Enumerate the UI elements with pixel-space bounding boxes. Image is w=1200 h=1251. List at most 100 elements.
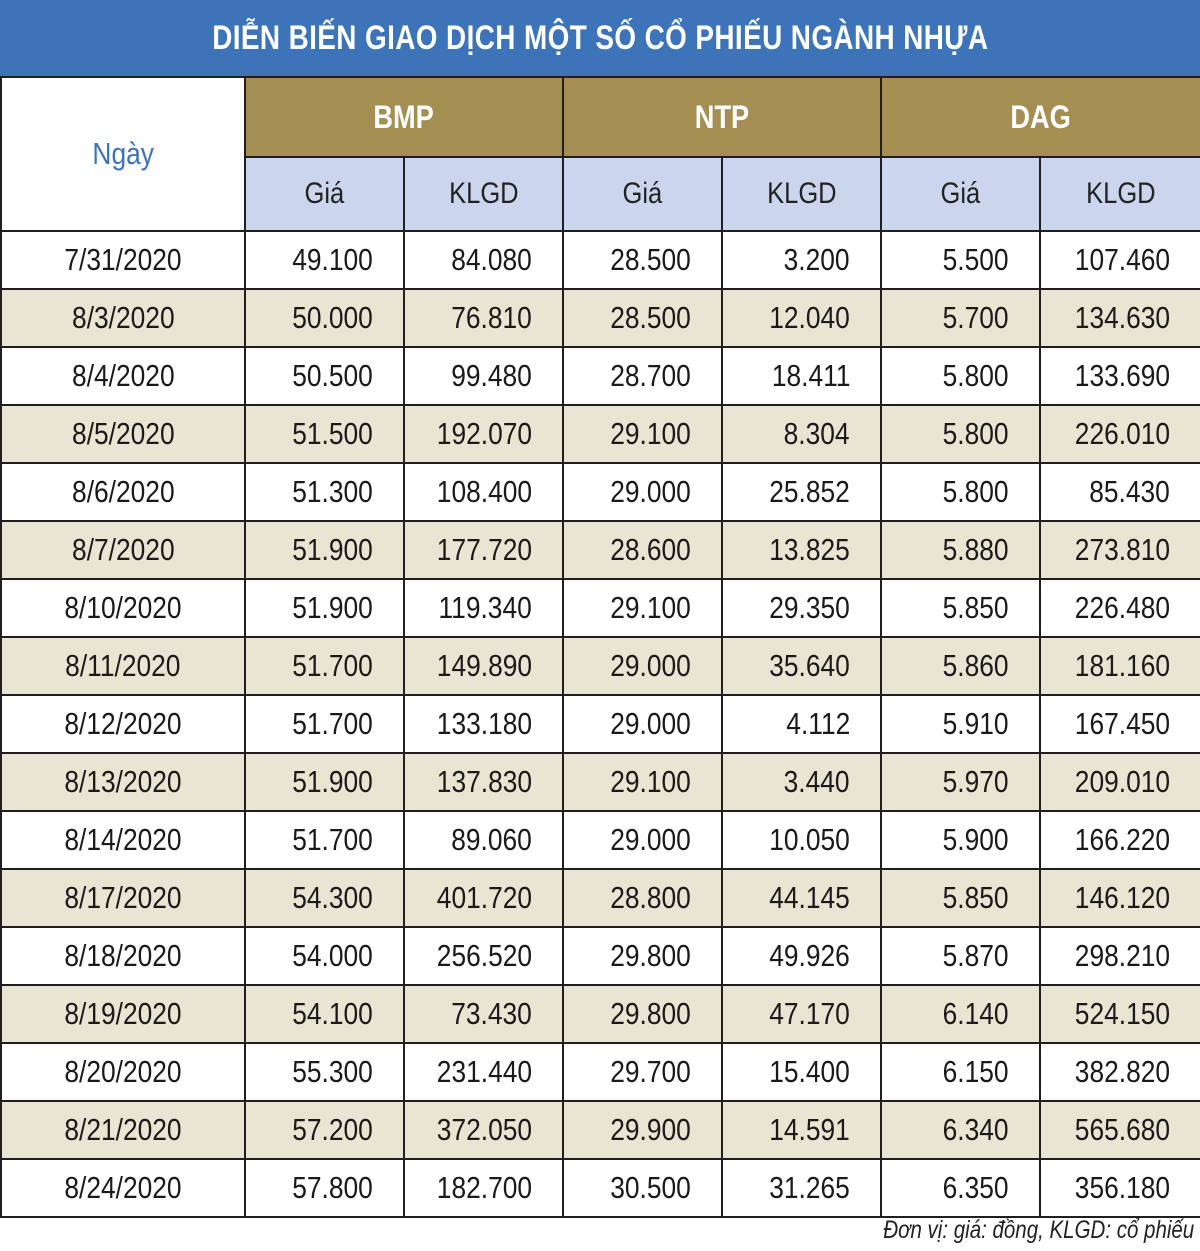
cell-dag-price-value: 5.700 [943, 300, 1010, 335]
cell-dag-volume: 146.120 [1039, 868, 1200, 928]
cell-ntp-volume-value: 4.112 [786, 706, 851, 741]
cell-ntp-volume: 49.926 [721, 926, 883, 986]
cell-bmp-price: 51.700 [244, 636, 405, 696]
cell-ntp-price-value: 29.900 [610, 1112, 692, 1147]
cell-date-value: 8/4/2020 [71, 358, 175, 393]
cell-bmp-price-value: 54.000 [292, 938, 373, 973]
cell-ntp-volume-value: 44.145 [769, 880, 851, 915]
cell-ntp-volume-value: 31.265 [769, 1170, 851, 1205]
cell-bmp-volume-value: 89.060 [451, 822, 533, 857]
cell-date-value: 8/12/2020 [64, 706, 182, 741]
cell-date: 8/11/2020 [0, 636, 246, 696]
cell-bmp-volume-value: 99.480 [451, 358, 533, 393]
cell-dag-volume: 85.430 [1039, 462, 1200, 522]
cell-ntp-price-value: 29.000 [610, 474, 692, 509]
cell-dag-volume: 273.810 [1039, 520, 1200, 580]
cell-bmp-price-value: 49.100 [292, 242, 373, 277]
table-row: 8/24/2020 57.800 182.700 30.500 31.265 6.350 3… [0, 1158, 1200, 1218]
cell-bmp-price: 51.500 [244, 404, 405, 464]
cell-bmp-volume: 119.340 [402, 578, 565, 638]
cell-ntp-price: 28.700 [562, 346, 724, 406]
header-bmp-volume-label: KLGD [448, 177, 519, 210]
cell-dag-price-value: 5.800 [943, 358, 1010, 393]
cell-ntp-price: 30.500 [562, 1158, 724, 1218]
cell-dag-volume: 167.450 [1039, 694, 1200, 754]
cell-date: 8/21/2020 [0, 1100, 246, 1160]
cell-dag-price-value: 5.860 [943, 648, 1010, 683]
cell-bmp-volume-value: 182.700 [436, 1170, 533, 1205]
cell-bmp-volume: 149.890 [402, 636, 565, 696]
cell-bmp-volume-value: 133.180 [436, 706, 533, 741]
cell-ntp-volume-value: 8.304 [784, 416, 851, 451]
header-dag-volume: KLGD [1039, 156, 1200, 232]
cell-bmp-volume: 137.830 [402, 752, 565, 812]
cell-ntp-volume: 18.411 [721, 346, 883, 406]
cell-dag-volume: 298.210 [1039, 926, 1200, 986]
cell-ntp-price: 28.800 [562, 868, 724, 928]
cell-bmp-price: 50.500 [244, 346, 405, 406]
cell-dag-volume: 107.460 [1039, 230, 1200, 290]
table-row: 8/14/2020 51.700 89.060 29.000 10.050 5.900 16… [0, 810, 1200, 870]
table-row: 8/4/2020 50.500 99.480 28.700 18.411 5.800 133… [0, 346, 1200, 406]
cell-ntp-price: 29.000 [562, 810, 724, 870]
cell-bmp-volume: 256.520 [402, 926, 565, 986]
cell-ntp-price-value: 29.700 [610, 1054, 692, 1089]
cell-date-value: 8/5/2020 [71, 416, 175, 451]
cell-dag-price: 5.800 [880, 346, 1042, 406]
cell-bmp-volume-value: 177.720 [436, 532, 533, 567]
table-row: 8/13/2020 51.900 137.830 29.100 3.440 5.970 20… [0, 752, 1200, 812]
cell-bmp-price: 54.300 [244, 868, 405, 928]
cell-dag-volume: 133.690 [1039, 346, 1200, 406]
cell-ntp-price-value: 29.100 [610, 416, 692, 451]
cell-dag-volume-value: 209.010 [1074, 764, 1171, 799]
cell-ntp-price: 29.100 [562, 752, 724, 812]
cell-ntp-price-value: 28.500 [610, 300, 692, 335]
cell-dag-volume: 134.630 [1039, 288, 1200, 348]
cell-ntp-volume-value: 15.400 [769, 1054, 851, 1089]
table-title-text: DIỄN BIẾN GIAO DỊCH MỘT SỐ CỔ PHIẾU NGÀN… [211, 18, 989, 57]
cell-dag-volume-value: 167.450 [1074, 706, 1171, 741]
cell-bmp-volume-value: 231.440 [436, 1054, 533, 1089]
cell-dag-volume-value: 134.630 [1074, 300, 1171, 335]
cell-bmp-price-value: 57.800 [292, 1170, 373, 1205]
cell-bmp-volume-value: 372.050 [436, 1112, 533, 1147]
cell-ntp-price-value: 28.800 [610, 880, 692, 915]
cell-date: 8/4/2020 [0, 346, 246, 406]
cell-bmp-volume: 99.480 [402, 346, 565, 406]
cell-ntp-volume: 14.591 [721, 1100, 883, 1160]
table-row: 8/17/2020 54.300 401.720 28.800 44.145 5.850 1… [0, 868, 1200, 928]
cell-bmp-volume-value: 401.720 [436, 880, 533, 915]
header-ntp-price-label: Giá [622, 177, 663, 210]
cell-ntp-volume-value: 18.411 [771, 358, 851, 393]
cell-bmp-volume: 73.430 [402, 984, 565, 1044]
cell-dag-price-value: 6.350 [943, 1170, 1010, 1205]
cell-dag-price: 6.140 [880, 984, 1042, 1044]
cell-ntp-price-value: 29.000 [610, 648, 692, 683]
cell-ntp-price: 29.100 [562, 578, 724, 638]
header-stock-bmp: BMP [243, 76, 565, 158]
cell-date-value: 8/6/2020 [71, 474, 175, 509]
cell-bmp-price: 51.700 [244, 694, 405, 754]
cell-dag-price-value: 5.880 [943, 532, 1010, 567]
cell-bmp-price-value: 51.900 [292, 764, 373, 799]
cell-ntp-price: 29.000 [562, 636, 724, 696]
cell-dag-volume-value: 298.210 [1074, 938, 1171, 973]
cell-dag-volume: 524.150 [1039, 984, 1200, 1044]
cell-ntp-volume: 25.852 [721, 462, 883, 522]
header-stock-ntp-label: NTP [694, 98, 750, 135]
cell-bmp-volume: 84.080 [402, 230, 565, 290]
cell-bmp-volume-value: 137.830 [436, 764, 533, 799]
cell-ntp-price: 28.500 [562, 288, 724, 348]
cell-ntp-volume-value: 3.440 [784, 764, 851, 799]
cell-ntp-volume: 44.145 [721, 868, 883, 928]
cell-bmp-price: 57.800 [244, 1158, 405, 1218]
header-dag-price-label: Giá [940, 177, 981, 210]
unit-footnote: Đơn vị: giá: đồng, KLGD: cổ phiếu [815, 1216, 1194, 1245]
cell-date: 8/20/2020 [0, 1042, 246, 1102]
cell-bmp-volume-value: 119.340 [438, 590, 533, 625]
cell-dag-price: 5.970 [880, 752, 1042, 812]
cell-bmp-price: 51.900 [244, 752, 405, 812]
cell-dag-volume-value: 356.180 [1074, 1170, 1171, 1205]
cell-date-value: 8/17/2020 [64, 880, 182, 915]
cell-bmp-volume: 133.180 [402, 694, 565, 754]
